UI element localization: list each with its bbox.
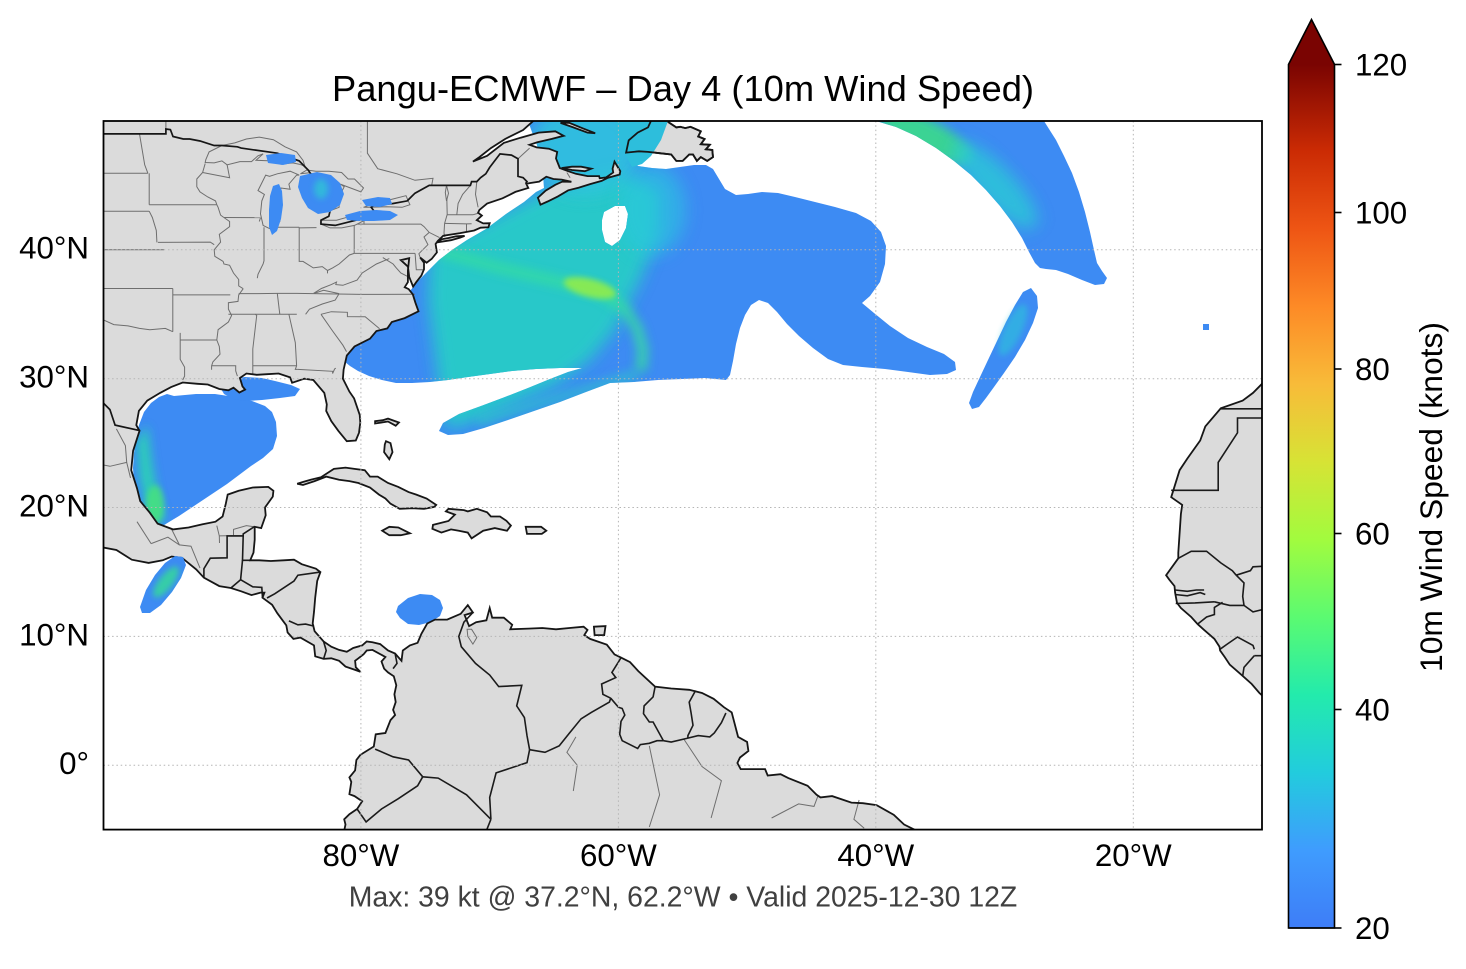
svg-text:40°N: 40°N (19, 231, 89, 266)
svg-text:120: 120 (1355, 47, 1407, 82)
svg-text:10°N: 10°N (19, 617, 89, 652)
svg-text:30°N: 30°N (19, 360, 89, 395)
svg-text:20°N: 20°N (19, 488, 89, 523)
svg-text:40: 40 (1355, 692, 1390, 727)
svg-text:Pangu-ECMWF – Day 4 (10m Wind: Pangu-ECMWF – Day 4 (10m Wind Speed) (332, 68, 1034, 109)
svg-text:10m Wind Speed (knots): 10m Wind Speed (knots) (1413, 322, 1449, 672)
svg-text:60°W: 60°W (580, 838, 657, 873)
svg-text:100: 100 (1355, 195, 1407, 230)
svg-text:80: 80 (1355, 352, 1390, 387)
svg-text:60: 60 (1355, 516, 1390, 551)
svg-text:80°W: 80°W (322, 838, 399, 873)
svg-text:Max: 39 kt @ 37.2°N, 62.2°W •: Max: 39 kt @ 37.2°N, 62.2°W • Valid 2025… (349, 882, 1018, 914)
svg-text:20: 20 (1355, 911, 1390, 946)
svg-text:0°: 0° (59, 746, 89, 781)
svg-text:20°W: 20°W (1095, 838, 1172, 873)
svg-text:40°W: 40°W (837, 838, 914, 873)
